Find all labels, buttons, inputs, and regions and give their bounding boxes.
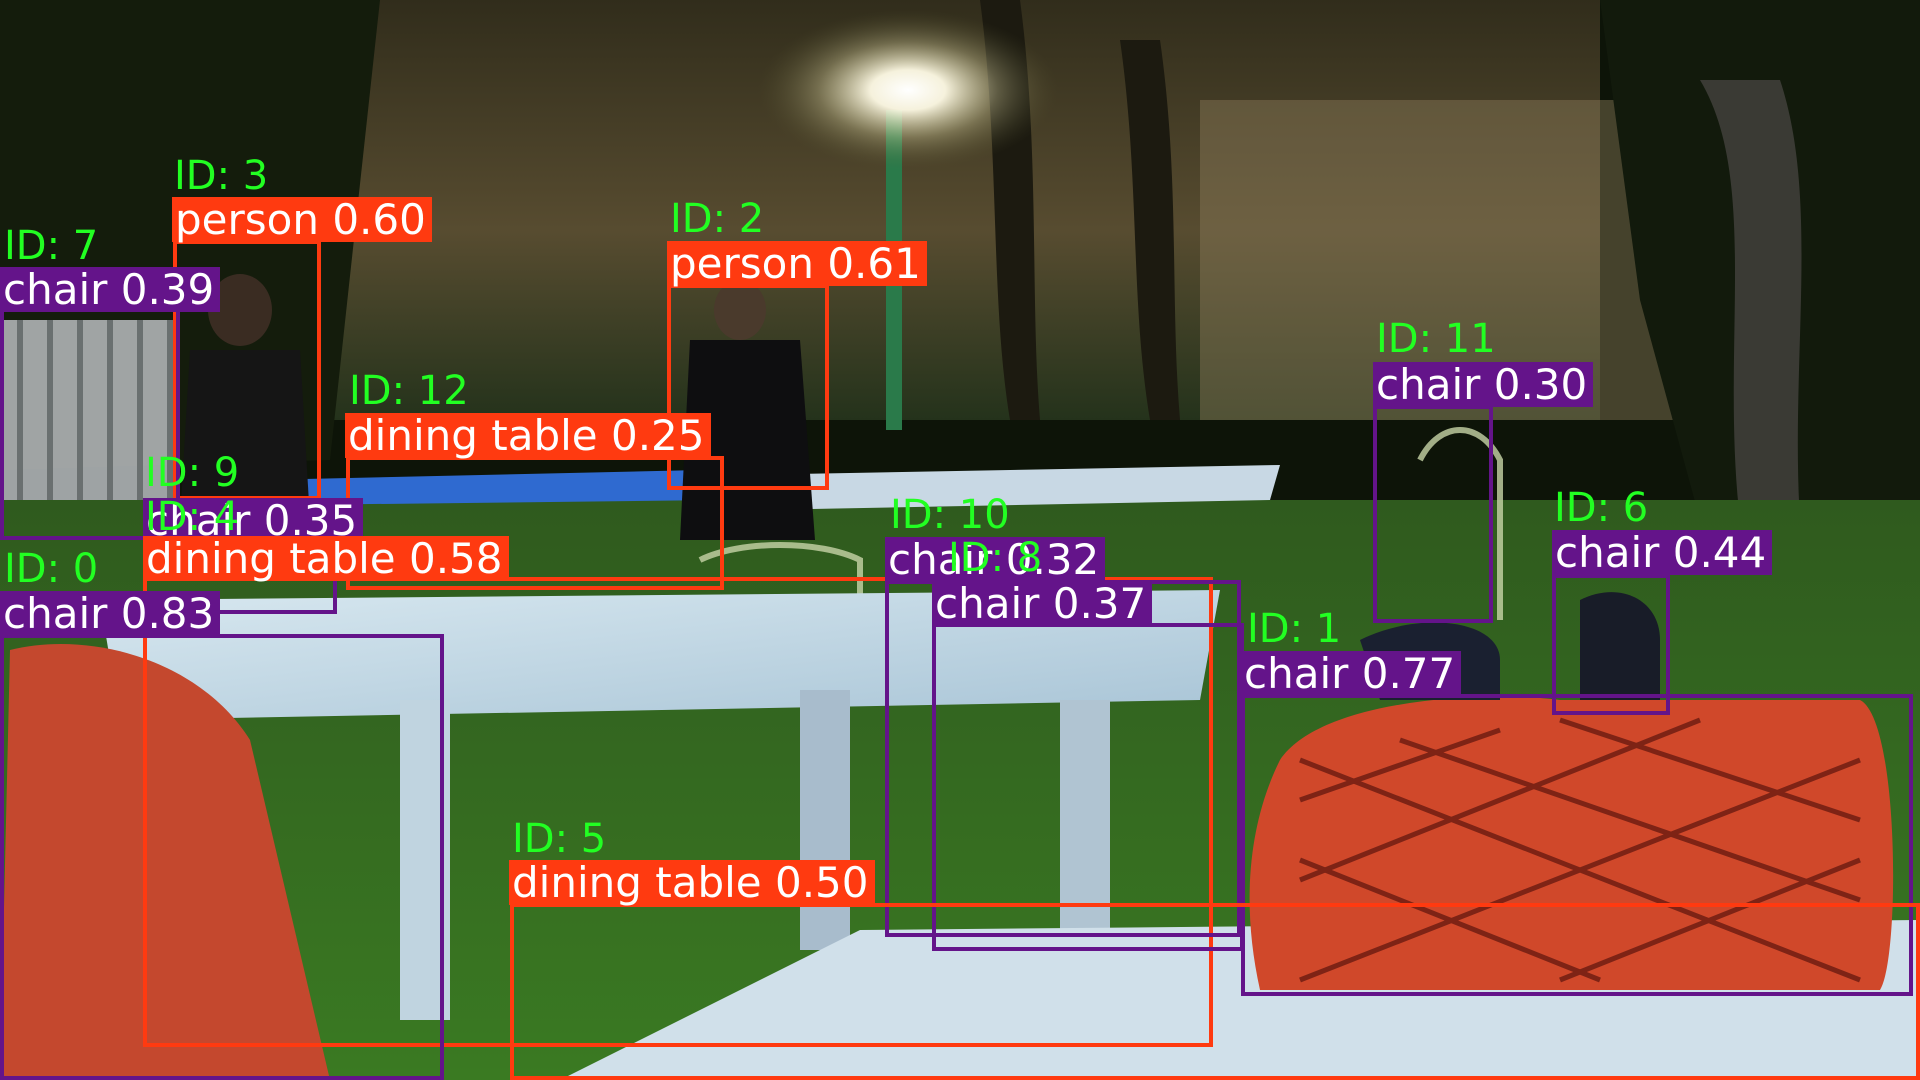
class-label-chair: chair 0.32 bbox=[885, 537, 1106, 582]
track-id-label: ID: 12 bbox=[349, 368, 469, 414]
bbox-person bbox=[667, 284, 829, 490]
track-id-label: ID: 3 bbox=[174, 153, 269, 199]
class-label-dining-table: dining table 0.25 bbox=[345, 413, 711, 458]
track-id-label: ID: 10 bbox=[890, 492, 1010, 538]
track-id-label: ID: 5 bbox=[512, 816, 607, 862]
track-id-label: ID: 7 bbox=[4, 223, 99, 269]
bbox-chair bbox=[1241, 694, 1913, 996]
class-label-chair: chair 0.35 bbox=[143, 498, 364, 543]
bbox-dining-table bbox=[510, 903, 1920, 1080]
bbox-chair bbox=[932, 623, 1244, 951]
bbox-chair bbox=[1373, 405, 1493, 623]
class-label-chair: chair 0.44 bbox=[1552, 530, 1773, 575]
class-label-dining-table: dining table 0.50 bbox=[509, 860, 875, 905]
class-label-chair: chair 0.37 bbox=[932, 581, 1153, 626]
class-label-dining-table: dining table 0.58 bbox=[143, 536, 509, 581]
class-label-person: person 0.61 bbox=[667, 241, 927, 286]
class-label-person: person 0.60 bbox=[172, 197, 432, 242]
class-label-chair: chair 0.77 bbox=[1241, 651, 1462, 696]
bbox-chair bbox=[1552, 574, 1670, 715]
bbox-chair bbox=[0, 634, 444, 1080]
track-id-label: ID: 9 bbox=[145, 450, 240, 496]
class-label-chair: chair 0.30 bbox=[1373, 362, 1594, 407]
track-id-label: ID: 0 bbox=[4, 546, 99, 592]
track-id-label: ID: 6 bbox=[1554, 485, 1649, 531]
bbox-dining-table bbox=[143, 577, 1213, 1047]
track-id-label: ID: 4 bbox=[145, 494, 240, 540]
class-label-chair: chair 0.83 bbox=[0, 591, 221, 636]
class-label-chair: chair 0.39 bbox=[0, 267, 221, 312]
track-id-label: ID: 1 bbox=[1247, 606, 1342, 652]
track-id-label: ID: 11 bbox=[1376, 316, 1496, 362]
track-id-label: ID: 8 bbox=[948, 535, 1043, 581]
track-id-label: ID: 2 bbox=[670, 196, 765, 242]
